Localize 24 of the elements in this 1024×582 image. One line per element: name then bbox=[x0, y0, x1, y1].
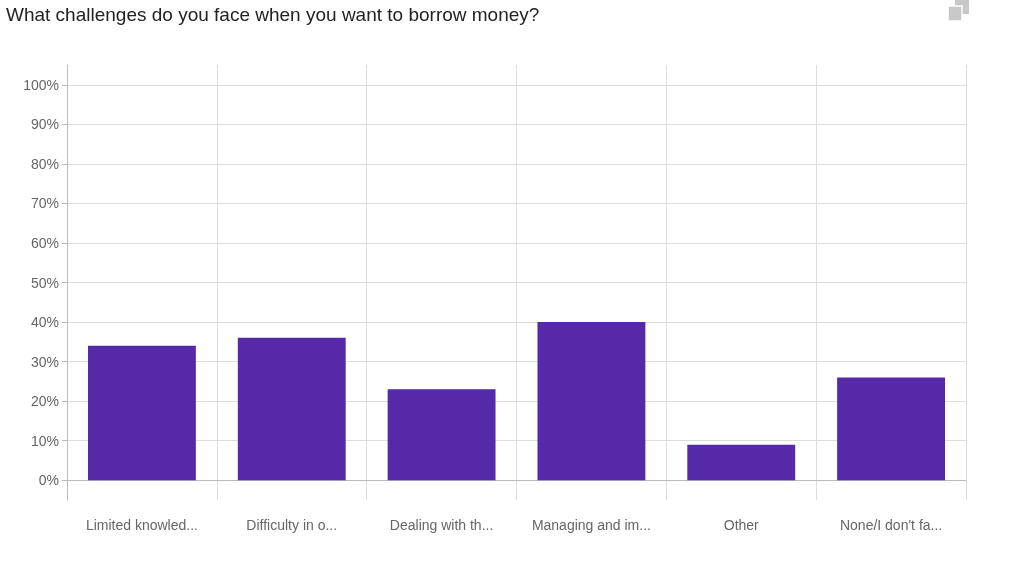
bar bbox=[387, 389, 496, 481]
y-tick-label: 70% bbox=[30, 195, 59, 212]
y-tick-label: 0% bbox=[38, 472, 59, 489]
bar bbox=[537, 322, 646, 481]
y-tick-label: 80% bbox=[30, 155, 59, 172]
y-tick-label: 60% bbox=[30, 234, 59, 251]
y-tick-label: 30% bbox=[30, 353, 59, 370]
y-tick-label: 100% bbox=[23, 76, 59, 93]
x-tick-label: Limited knowled... bbox=[85, 517, 198, 533]
y-tick-label: 40% bbox=[30, 314, 59, 331]
x-tick-label: Managing and im... bbox=[531, 517, 651, 533]
y-tick-label: 20% bbox=[30, 393, 59, 410]
x-tick-label: Dealing with th... bbox=[389, 517, 494, 533]
bar bbox=[687, 444, 796, 481]
x-tick-label: Other bbox=[723, 517, 760, 533]
chart-title: What challenges do you face when you want to borrow money? bbox=[6, 4, 540, 26]
y-tick-label: 50% bbox=[30, 274, 59, 291]
bar bbox=[837, 377, 946, 481]
x-tick-label: None/I don't fa... bbox=[839, 517, 943, 533]
x-tick-label: Difficulty in o... bbox=[246, 517, 338, 533]
bar bbox=[237, 337, 346, 481]
y-tick-label: 10% bbox=[30, 432, 59, 449]
bar bbox=[87, 345, 196, 481]
y-tick-label: 90% bbox=[30, 116, 59, 133]
